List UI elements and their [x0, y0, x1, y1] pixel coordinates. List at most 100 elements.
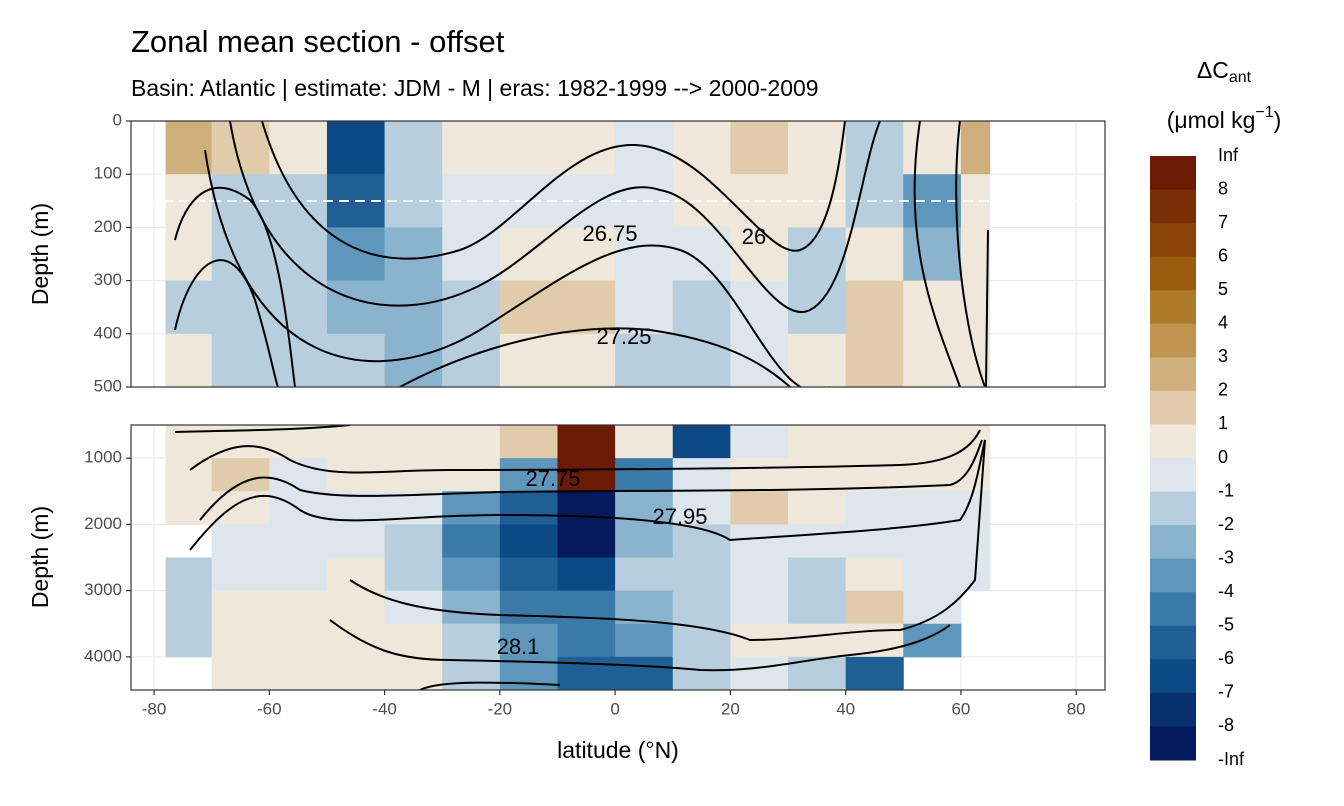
contour-line — [261, 121, 846, 260]
contour-label: 27.25 — [596, 324, 651, 349]
field-cell — [269, 590, 328, 625]
field-cell — [384, 557, 443, 592]
y-tick-label: 500 — [94, 376, 122, 395]
contour-line — [329, 619, 951, 672]
field-cell — [165, 227, 213, 282]
chart-title: Zonal mean section - offset — [131, 24, 505, 59]
field-cell — [211, 557, 270, 592]
colorbar-label: 0 — [1218, 447, 1228, 467]
colorbar-label: 3 — [1218, 346, 1228, 366]
colorbar-label: -4 — [1218, 581, 1234, 601]
contour-label: 28.1 — [497, 634, 540, 659]
field-cell — [165, 491, 213, 525]
legend-unit: (μmol kg−1) — [1167, 104, 1282, 133]
field-cell — [903, 227, 962, 282]
x-tick-label: 40 — [836, 699, 855, 718]
field-cell — [499, 280, 558, 335]
field-cell — [442, 121, 501, 175]
field-cell — [615, 656, 674, 691]
field-cell — [672, 623, 731, 658]
field-cell — [788, 333, 847, 388]
field-cell — [165, 557, 213, 592]
x-axis-title: latitude (°N) — [557, 737, 679, 763]
field-cell — [499, 590, 558, 625]
field-cell — [384, 524, 443, 558]
contour-label: 26.75 — [582, 221, 637, 246]
field-cell — [442, 557, 501, 592]
field-cell — [499, 623, 558, 658]
field-cell — [788, 557, 847, 592]
field-cell — [499, 557, 558, 592]
colorbar-label: 8 — [1218, 178, 1228, 198]
field-cell — [730, 557, 789, 592]
colorbar-label: 7 — [1218, 212, 1228, 232]
contour-line — [199, 439, 983, 521]
field-cell — [557, 491, 616, 525]
field-cell — [845, 458, 904, 492]
contour-line — [189, 439, 986, 551]
field-cell — [211, 590, 270, 625]
field-cell — [165, 121, 213, 175]
field-cell — [788, 458, 847, 492]
field-cell — [788, 590, 847, 625]
contour-line — [229, 121, 881, 314]
colorbar-label: -7 — [1218, 682, 1234, 702]
field-cell — [499, 491, 558, 525]
x-tick-label: -80 — [142, 699, 167, 718]
field-cell — [845, 280, 904, 335]
field-cell — [165, 458, 213, 492]
field-cell — [165, 425, 213, 459]
field-cell — [384, 623, 443, 658]
contour-line — [419, 681, 561, 690]
colorbar-bin — [1150, 223, 1196, 258]
field-cell — [845, 590, 904, 625]
colorbar-bin — [1150, 290, 1196, 325]
legend-unit-main: (μmol kg — [1167, 107, 1256, 133]
field-cell — [326, 227, 386, 282]
colorbar-bin — [1150, 390, 1196, 425]
contour-line — [189, 429, 981, 474]
field-cell — [615, 458, 674, 492]
contour-label: 27.95 — [652, 504, 707, 529]
colorbar-label: -1 — [1218, 480, 1234, 500]
x-tick-label: 0 — [610, 699, 619, 718]
field-cell — [384, 227, 443, 282]
colorbar-label: -8 — [1218, 715, 1234, 735]
x-tick-label: -60 — [257, 699, 282, 718]
field-cell — [672, 491, 731, 525]
x-tick-label: -40 — [372, 699, 397, 718]
field-cell — [960, 121, 991, 175]
field-cell — [730, 425, 789, 459]
field-cell — [499, 333, 558, 388]
field-cell — [211, 623, 270, 658]
field-cell — [788, 524, 847, 558]
field-cell — [845, 425, 904, 459]
field-cell — [442, 425, 501, 459]
legend-title-sub: ant — [1229, 69, 1252, 86]
colorbar-bin — [1150, 491, 1196, 526]
field-cell — [672, 333, 731, 388]
field-cell — [788, 425, 847, 459]
panel-border — [130, 424, 1106, 691]
contour-layer: 26.75 26 27.25 27.75 27.95 28.1 — [131, 121, 1105, 690]
field-cell — [326, 524, 386, 558]
field-cell — [615, 425, 674, 459]
field-cell — [557, 623, 616, 658]
colorbar-label: 4 — [1218, 313, 1228, 333]
colorbar-label: 2 — [1218, 380, 1228, 400]
field-cell — [672, 590, 731, 625]
field-cell — [326, 557, 386, 592]
y-tick-label: 1000 — [84, 448, 122, 467]
colorbar-label: 6 — [1218, 245, 1228, 265]
chart-subtitle: Basin: Atlantic | estimate: JDM - M | er… — [131, 75, 819, 101]
field-cell — [211, 280, 270, 335]
field-cell — [960, 524, 991, 558]
contour-line — [399, 327, 791, 387]
field-cell — [960, 491, 991, 525]
field-cell — [442, 458, 501, 492]
contour-line — [174, 259, 279, 387]
panel-border — [130, 120, 1106, 388]
field-cell — [211, 524, 270, 558]
contour-line — [955, 121, 986, 387]
